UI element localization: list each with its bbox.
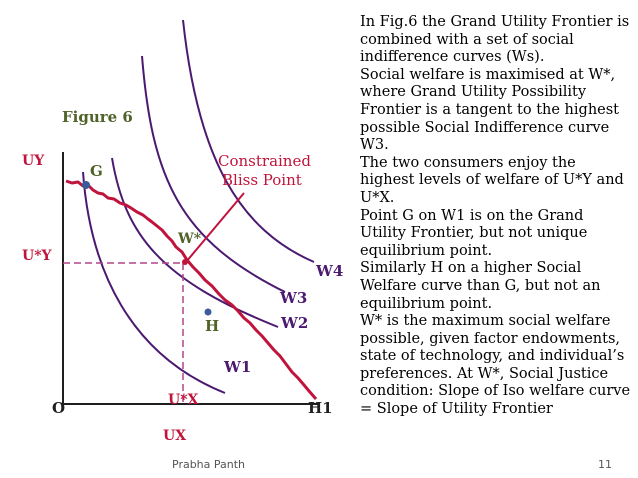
origin-label: O — [52, 399, 66, 417]
annotation-line-2: Bliss Point — [222, 171, 302, 189]
text-line: preferences. At W*, Social Justice — [360, 365, 609, 382]
point-h-label: H — [205, 317, 220, 335]
indifference-curve-w4 — [182, 19, 315, 263]
curve-label-w3: W3 — [280, 289, 308, 307]
text-line: The two consumers enjoy the — [360, 154, 576, 171]
text-line: equilibrium point. — [360, 295, 493, 312]
figure-title: Figure 6 — [62, 108, 133, 126]
text-line: condition: Slope of Iso welfare curve — [360, 383, 631, 400]
footer-author: Prabha Panth — [172, 458, 246, 471]
text-line: indifference curves (Ws). — [360, 49, 545, 66]
x-axis-label: UX — [163, 428, 187, 444]
x-star-label: U*X — [168, 392, 199, 408]
curve-label-w2: W2 — [281, 314, 309, 332]
text-line: state of technology, and individual’s — [360, 348, 625, 365]
grand-utility-frontier — [65, 179, 318, 400]
point-g-label: G — [90, 162, 103, 180]
explanation-text: In Fig.6 the Grand Utility Frontier is c… — [360, 14, 632, 419]
text-line: U*X. — [360, 189, 395, 206]
text-line: W* is the maximum social welfare — [360, 313, 611, 330]
y-star-label: U*Y — [22, 248, 52, 264]
text-line: combined with a set of social — [360, 31, 574, 48]
text-line: Frontier is a tangent to the highest — [360, 101, 620, 118]
curve-label-w4: W4 — [316, 262, 344, 280]
text-line: Similarly H on a higher Social — [360, 260, 582, 277]
text-line: Point G on W1 is on the Grand — [360, 207, 584, 224]
text-line: where Grand Utility Possibility — [360, 84, 587, 101]
indifference-curve-w3 — [141, 55, 286, 293]
point-w-star-label: W* — [178, 231, 202, 247]
text-line: equilibrium point. — [360, 242, 493, 259]
page-number: 11 — [598, 458, 612, 471]
text-line: highest levels of welfare of U*Y and — [360, 172, 624, 189]
x-intercept-label: H1 — [308, 399, 333, 417]
text-line: Utility Frontier, but not unique — [360, 225, 588, 242]
text-line: Welfare curve than G, but not an — [360, 277, 601, 294]
text-line: = Slope of Utility Frontier — [360, 401, 553, 418]
text-line: possible, given factor endowments, — [360, 330, 621, 347]
y-axis-label: UY — [22, 153, 45, 169]
bliss-point-pointer — [185, 192, 245, 263]
curve-label-w1: W1 — [224, 358, 252, 376]
text-line: Social welfare is maximised at W*, — [360, 66, 616, 83]
point-h-marker — [204, 308, 212, 316]
text-line: W3. — [360, 137, 389, 154]
point-w-star-marker — [182, 259, 188, 265]
text-line: In Fig.6 the Grand Utility Frontier is — [360, 14, 630, 30]
annotation-line-1: Constrained — [218, 152, 311, 170]
text-line: possible Social Indifference curve — [360, 119, 610, 136]
indifference-curve-w1 — [82, 171, 226, 394]
point-g-marker — [82, 181, 90, 189]
